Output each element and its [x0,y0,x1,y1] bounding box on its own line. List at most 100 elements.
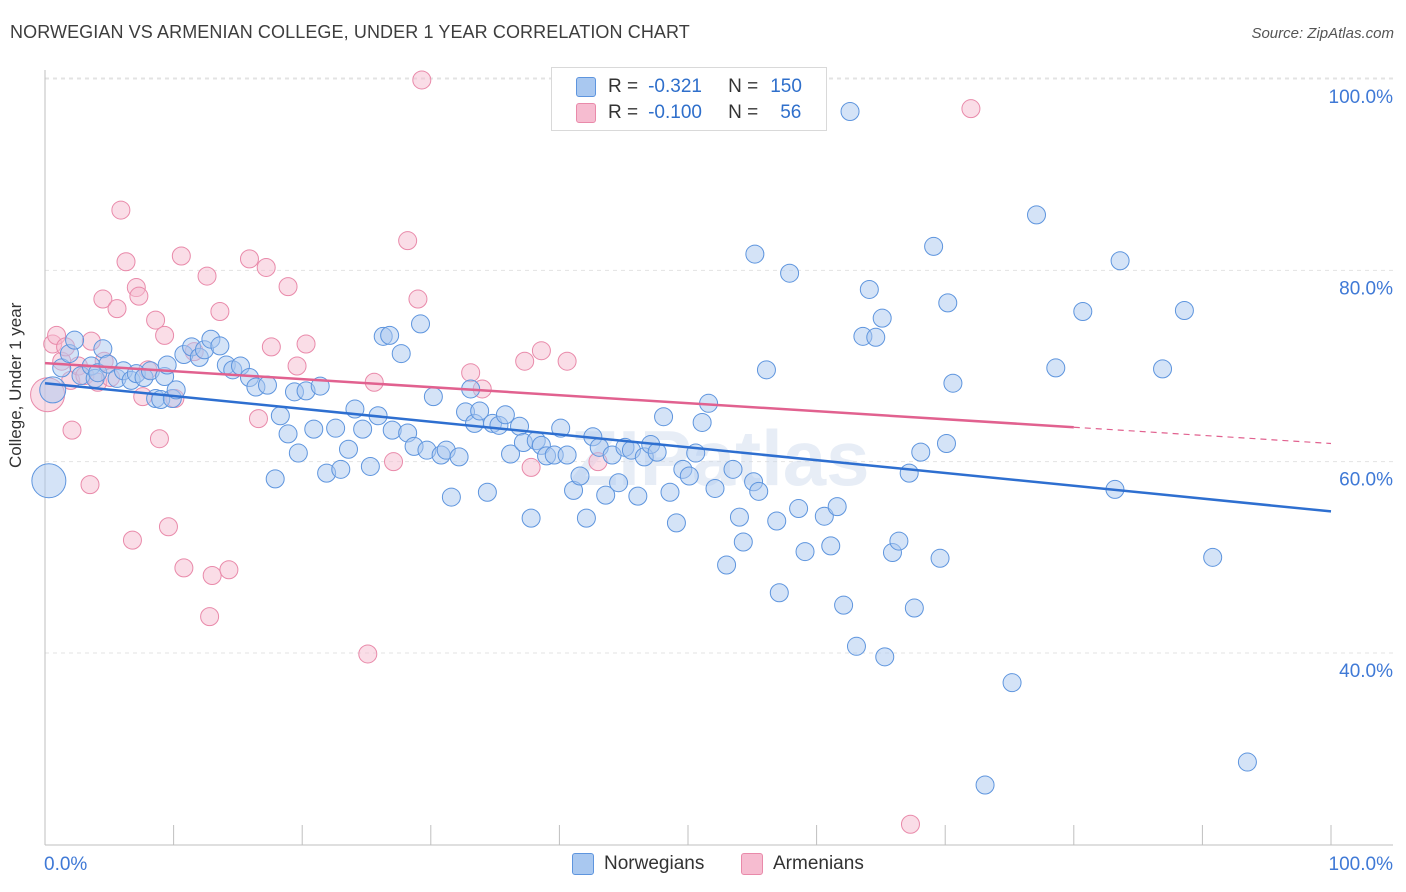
armenian-point [278,277,298,297]
armenian-point [62,420,82,440]
norwegian-point [834,595,854,615]
blue-swatch [576,77,596,97]
norwegian-point [1110,251,1130,271]
norwegian-point [840,102,860,122]
norwegian-point [382,420,402,440]
norwegian-point [166,380,186,400]
armenian-point [149,429,169,449]
norwegian-point [441,487,461,507]
norwegian-point [795,542,815,562]
norwegian-trend-line [44,381,1332,513]
norwegian-point [911,442,931,462]
armenian-point [202,566,222,586]
armenian-point [155,325,175,345]
armenian-point [384,452,404,472]
norwegian-point [930,548,950,568]
norwegian-point [846,636,866,656]
legend-row-norwegians: R = -0.321 N = 150 [576,75,802,99]
armenian-point [107,299,127,319]
y-axis-label: College, Under 1 year [6,302,25,468]
norwegian-point [495,405,515,425]
norwegian-point [1237,752,1257,772]
armenian-point [93,289,113,309]
x-tick-label: 100.0% [1329,854,1394,875]
n-label: N = [728,102,759,123]
armenian-point [408,289,428,309]
armenian-point [197,266,217,286]
pink-swatch [741,853,763,875]
y-tick-label: 40.0% [1339,661,1393,682]
n-value: 150 [770,76,802,97]
norwegian-point [39,376,67,404]
norwegian-point [780,263,800,283]
norwegian-point [609,473,629,493]
r-value: -0.321 [648,76,702,97]
norwegian-point [924,236,944,256]
armenian-point [239,249,259,269]
n-value: 56 [780,102,802,123]
norwegian-point [767,511,787,531]
norwegian-point [866,327,886,347]
norwegian-point [1002,673,1022,693]
legend-row-armenians: R = -0.100 N = 56 [576,101,801,125]
norwegian-point [692,412,712,432]
armenian-point [358,644,378,664]
armenian-point [398,231,418,251]
norwegian-point [827,497,847,517]
armenian-point [557,351,577,371]
x-tick-label: 0.0% [44,854,87,875]
y-tick-label: 80.0% [1339,278,1393,299]
legend-label: Norwegians [604,853,705,874]
legend-item-norwegians: Norwegians [572,852,704,876]
norwegian-point [278,424,298,444]
armenian-point [296,334,316,354]
norwegian-point [470,401,490,421]
norwegian-point [723,459,743,479]
norwegian-point [288,443,308,463]
armenian-point [129,286,149,306]
norwegian-point [304,419,324,439]
norwegian-point [557,445,577,465]
armenian-point [900,814,920,834]
norwegian-point [1153,359,1173,379]
norwegian-point [705,478,725,498]
correlation-legend: R = -0.321 N = 150 R = -0.100 N = 56 [551,67,827,131]
blue-swatch [572,853,594,875]
norwegian-point [733,532,753,552]
norwegian-point [666,513,686,533]
norwegian-point [270,406,290,426]
norwegian-point [1046,358,1066,378]
norwegian-point [859,279,879,299]
norwegian-point [449,447,469,467]
norwegian-point [380,325,400,345]
norwegian-point [872,308,892,328]
armenian-point [146,310,166,330]
norwegian-point [265,469,285,489]
norwegian-point [521,508,541,528]
norwegian-point [628,486,648,506]
norwegian-point [943,373,963,393]
norwegian-point [789,499,809,519]
norwegian-point [326,418,346,438]
norwegian-point [938,293,958,313]
armenian-point [111,200,131,220]
armenian-point [219,560,239,580]
armenian-point [256,257,276,277]
r-value: -0.100 [648,102,702,123]
source-label: Source: ZipAtlas.com [1251,25,1394,42]
armenian-point [171,246,191,266]
y-tick-label: 100.0% [1329,87,1394,108]
norwegian-point [510,416,530,436]
norwegian-point [331,459,351,479]
norwegian-point [899,463,919,483]
norwegian-point [257,375,277,395]
norwegian-point [31,463,67,499]
norwegian-point [360,456,380,476]
armenian-point [261,337,281,357]
r-label: R = [608,76,639,97]
norwegian-point [1027,205,1047,225]
norwegian-point [1203,547,1223,567]
armenian-point [287,356,307,376]
norwegian-point [576,508,596,528]
